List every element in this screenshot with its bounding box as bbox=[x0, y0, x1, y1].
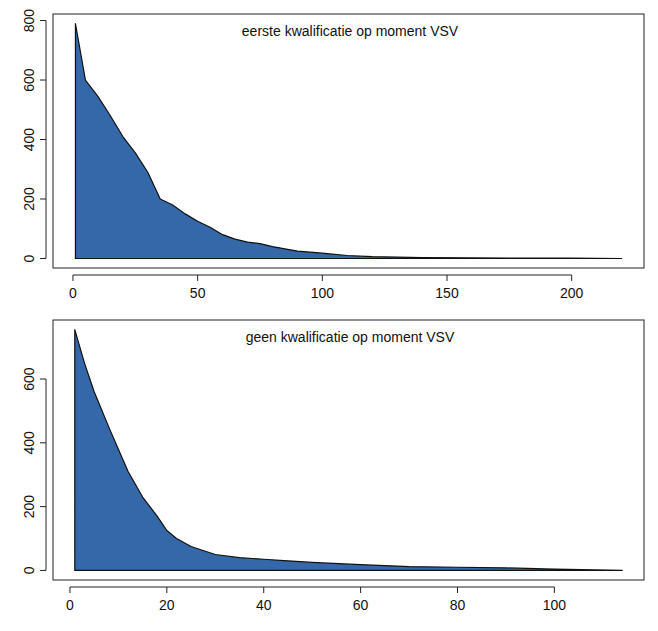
x-tick-label: 0 bbox=[66, 597, 74, 613]
x-tick-label: 50 bbox=[190, 285, 206, 301]
y-tick-label: 400 bbox=[21, 128, 37, 152]
y-tick-label: 200 bbox=[21, 495, 37, 519]
x-tick-label: 80 bbox=[450, 597, 466, 613]
x-tick bbox=[166, 587, 167, 593]
title: geen kwalificatie op moment VSV bbox=[246, 329, 455, 345]
x-tick bbox=[457, 587, 458, 593]
y-tick bbox=[40, 258, 46, 259]
y-tick bbox=[40, 379, 46, 380]
plot-area bbox=[75, 330, 622, 571]
x-tick-label: 40 bbox=[256, 597, 272, 613]
y-tick bbox=[40, 139, 46, 140]
x-tick bbox=[447, 275, 448, 281]
y-axis-line bbox=[46, 379, 47, 570]
plot-area bbox=[75, 24, 621, 259]
area bbox=[75, 330, 622, 571]
x-tick bbox=[72, 275, 73, 281]
x-tick bbox=[554, 587, 555, 593]
y-tick-label: 200 bbox=[21, 187, 37, 211]
x-tick-label: 20 bbox=[159, 597, 175, 613]
y-tick bbox=[40, 442, 46, 443]
y-tick-label: 0 bbox=[21, 254, 37, 262]
y-tick-label: 400 bbox=[21, 431, 37, 455]
y-tick-label: 600 bbox=[21, 68, 37, 92]
chart-canvas: eerste kwalificatie op moment VSV 0 50 100 1… bbox=[0, 0, 658, 631]
x-tick-label: 100 bbox=[543, 597, 567, 613]
panel: eerste kwalificatie op moment VSV 0 50 100 1… bbox=[21, 9, 644, 301]
x-axis-line bbox=[70, 587, 554, 588]
x-tick bbox=[197, 275, 198, 281]
frame bbox=[53, 320, 644, 580]
x-tick bbox=[69, 587, 70, 593]
frame bbox=[53, 14, 644, 268]
x-tick bbox=[571, 275, 572, 281]
panel: geen kwalificatie op moment VSV 0 20 40 60 80… bbox=[21, 320, 644, 613]
x-tick-label: 200 bbox=[560, 285, 584, 301]
x-tick-label: 60 bbox=[353, 597, 369, 613]
area bbox=[75, 24, 621, 259]
y-tick bbox=[40, 20, 46, 21]
x-tick-label: 150 bbox=[435, 285, 459, 301]
y-tick-label: 800 bbox=[21, 9, 37, 33]
y-tick-label: 0 bbox=[21, 566, 37, 574]
x-tick bbox=[263, 587, 264, 593]
y-tick bbox=[40, 506, 46, 507]
x-tick bbox=[360, 587, 361, 593]
y-tick bbox=[40, 198, 46, 199]
y-tick bbox=[40, 570, 46, 571]
y-tick bbox=[40, 80, 46, 81]
x-tick-label: 0 bbox=[69, 285, 77, 301]
x-tick-label: 100 bbox=[311, 285, 335, 301]
title: eerste kwalificatie op moment VSV bbox=[242, 23, 459, 39]
x-tick bbox=[322, 275, 323, 281]
y-tick-label: 600 bbox=[21, 367, 37, 391]
